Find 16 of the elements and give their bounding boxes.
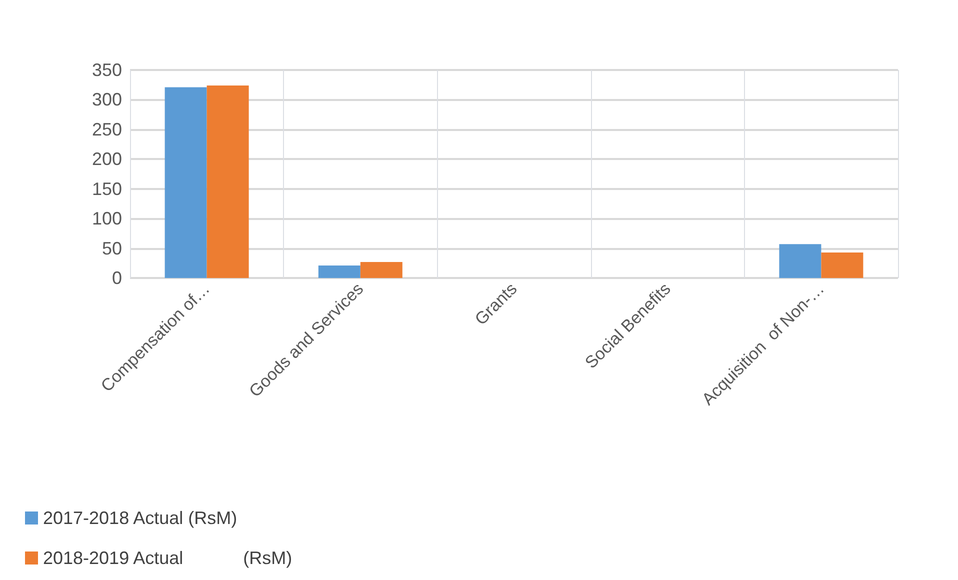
y-tick-label: 50 bbox=[102, 238, 122, 258]
bar bbox=[779, 244, 822, 278]
legend-label: 2018-2019 Actual (RsM) bbox=[43, 548, 292, 568]
bar bbox=[164, 87, 207, 278]
y-tick-label: 0 bbox=[112, 268, 122, 288]
bar bbox=[206, 85, 249, 278]
y-tick-label: 300 bbox=[92, 90, 122, 110]
y-tick-label: 350 bbox=[92, 60, 122, 80]
y-tick-label: 200 bbox=[92, 149, 122, 170]
bar bbox=[360, 262, 402, 278]
bar bbox=[821, 252, 864, 278]
y-tick-label: 250 bbox=[92, 119, 122, 140]
legend-label: 2017-2018 Actual (RsM) bbox=[43, 508, 238, 528]
y-tick-label: 100 bbox=[92, 208, 122, 229]
bar bbox=[318, 266, 360, 278]
y-tick-label: 150 bbox=[92, 178, 122, 199]
